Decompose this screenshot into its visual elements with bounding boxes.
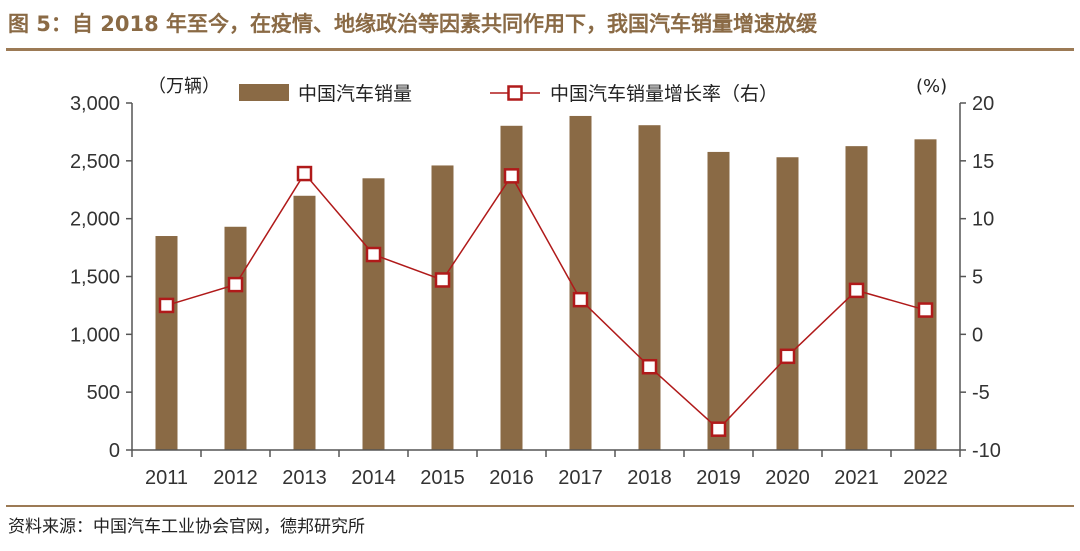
growth-point-2018: [641, 358, 658, 375]
left-axis-unit: （万辆）: [148, 76, 220, 97]
growth-point-2012: [227, 276, 244, 293]
x-tick-label: 2016: [489, 467, 534, 489]
bar-2019: [707, 151, 730, 450]
growth-point-2016: [503, 168, 520, 184]
left-tick-label: 500: [87, 382, 120, 404]
x-tick-label: 2022: [903, 467, 948, 489]
source-rule: [6, 505, 1074, 507]
x-tick-label: 2013: [282, 467, 327, 489]
bar-2015: [431, 165, 454, 450]
bar-2016: [500, 125, 523, 451]
growth-point-2014: [365, 246, 382, 263]
bar-2014: [362, 178, 385, 450]
left-tick-label: 0: [109, 440, 120, 462]
legend-line-label: 中国汽车销量增长率（右）: [550, 83, 778, 105]
x-tick-label: 2015: [420, 467, 465, 489]
x-tick-label: 2012: [213, 467, 258, 489]
title-rule: [6, 48, 1074, 51]
growth-point-2017: [572, 291, 589, 308]
x-tick-label: 2019: [696, 467, 741, 489]
x-tick-label: 2018: [627, 467, 672, 489]
bar-2011: [155, 236, 178, 450]
growth-point-2015: [434, 272, 451, 288]
bar-series: [155, 115, 937, 451]
bar-2018: [638, 125, 661, 450]
source-note: 资料来源：中国汽车工业协会官网，德邦研究所: [8, 517, 365, 537]
growth-line-series: [158, 165, 934, 437]
growth-point-2020: [779, 348, 796, 365]
bar-2017: [569, 115, 592, 451]
x-tick-label: 2017: [558, 467, 603, 489]
chart-legend: 中国汽车销量 中国汽车销量增长率（右）: [239, 83, 778, 105]
right-tick-label: 10: [972, 209, 994, 231]
right-tick-label: 0: [972, 324, 983, 346]
figure-title: 图 5：自 2018 年至今，在疫情、地缘政治等因素共同作用下，我国汽车销量增速…: [8, 12, 817, 36]
chart-axes: 3,0002,5002,0001,5001,000500020151050-5-…: [70, 76, 1001, 489]
bar-2012: [224, 226, 247, 450]
right-tick-label: -10: [972, 440, 1001, 462]
right-tick-label: 5: [972, 267, 983, 289]
left-tick-label: 1,500: [70, 267, 120, 289]
x-tick-label: 2011: [145, 467, 188, 489]
growth-line: [166, 172, 926, 431]
bar-2013: [293, 195, 316, 450]
x-tick-label: 2020: [765, 467, 810, 489]
bar-2022: [914, 139, 937, 450]
right-tick-label: 20: [972, 93, 994, 115]
growth-point-2021: [848, 282, 865, 299]
x-tick-label: 2014: [351, 467, 396, 489]
growth-point-2019: [710, 421, 727, 437]
left-tick-label: 3,000: [70, 93, 120, 115]
x-tick-label: 2021: [834, 467, 879, 489]
legend-bar-label: 中国汽车销量: [298, 83, 412, 105]
right-tick-label: 15: [972, 151, 994, 173]
left-tick-label: 2,000: [70, 209, 120, 231]
bar-2020: [776, 157, 799, 450]
legend-line-marker: [507, 85, 523, 101]
left-tick-label: 2,500: [70, 151, 120, 173]
left-tick-label: 1,000: [70, 324, 120, 346]
legend-bar-swatch: [239, 84, 289, 101]
growth-point-2022: [917, 302, 934, 318]
growth-point-2011: [158, 297, 175, 314]
right-axis-unit: (%): [916, 76, 947, 97]
growth-point-2013: [296, 165, 313, 182]
right-tick-label: -5: [972, 382, 990, 404]
